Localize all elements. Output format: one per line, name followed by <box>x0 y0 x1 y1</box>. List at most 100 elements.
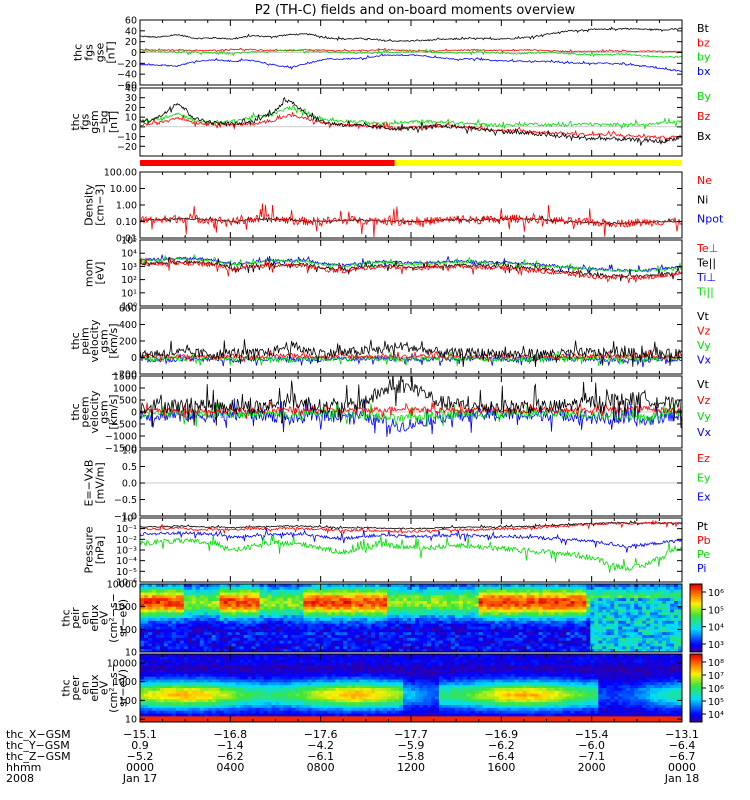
y-axis-label: E=−VxB <box>83 460 96 507</box>
orbit-cell: 0400 <box>216 761 244 774</box>
panel-electron-spec: 10⁸ 10⁷ 10⁶ 10⁵ 10⁴ 10000 1000 100 10 thcpeerenef… <box>60 653 724 726</box>
series-Ne-line <box>140 203 682 238</box>
orbit-cell: −6.4 <box>488 750 515 763</box>
orbit-cell: −4.2 <box>307 739 334 752</box>
series-Pe-line <box>140 532 682 573</box>
legend-entry: Vy <box>697 410 711 423</box>
y-tick-label: −20 <box>117 59 137 70</box>
y-tick-label: 10 <box>125 113 137 124</box>
y-tick-label: −60 <box>117 81 137 92</box>
y-tick-label: 10⁻¹ <box>116 524 137 535</box>
mode-status-bar <box>140 160 682 166</box>
orbit-row-label: thc_Y−GSM <box>6 739 70 752</box>
y-tick-label: 10 <box>125 648 137 659</box>
orbit-cell: −6.7 <box>669 750 696 763</box>
y-tick-label: 20 <box>125 37 137 48</box>
legend-entry: Pe <box>697 548 710 561</box>
y-tick-label: 40 <box>125 26 137 37</box>
y-axis-label: thc <box>69 113 82 130</box>
legend-entry: Te|| <box>696 257 716 270</box>
y-axis-label: [eV] <box>94 262 107 285</box>
orbit-cell: Jan 17 <box>122 772 157 785</box>
status-segment <box>394 160 682 166</box>
y-tick-label: 500 <box>119 396 137 407</box>
colorbar-tick-label: 10⁵ <box>708 697 724 708</box>
orbit-row-label: thc_X−GSM <box>6 728 71 741</box>
y-axis-label: thc <box>69 403 82 420</box>
y-tick-label: −40 <box>117 70 137 81</box>
y-tick-label: 10¹ <box>121 288 137 299</box>
y-tick-label: 10² <box>121 275 137 286</box>
legend-entry: Ne <box>697 174 712 187</box>
y-tick-label: 0 <box>131 48 137 59</box>
orbit-cell: 0000 <box>126 761 154 774</box>
y-axis-label: en <box>79 681 92 695</box>
y-axis-label: eV <box>98 680 111 695</box>
y-tick-label: −1500 <box>105 444 137 455</box>
y-axis-label: gsm <box>88 110 101 133</box>
orbit-cell: 2000 <box>578 761 606 774</box>
y-axis-label: thc <box>60 679 73 696</box>
y-tick-label: 10⁻³ <box>116 546 137 557</box>
y-tick-label: 100 <box>119 625 137 636</box>
y-tick-label: −10 <box>117 132 137 143</box>
orbit-row-label: thc_Z−GSM <box>6 750 71 763</box>
orbit-cell: 1200 <box>397 761 425 774</box>
legend-entry: Vx <box>697 426 712 439</box>
y-axis-label: eV <box>98 610 111 625</box>
y-axis-label: peim <box>79 327 92 355</box>
spectrogram-cells <box>140 584 682 652</box>
y-axis-label: sr−eV) <box>117 599 130 637</box>
y-axis-label: [cm−3] <box>94 184 107 226</box>
panel-e-vxb: Ez Ey Ex 1.0 0.5 0.0 −0.5 −1.0 E=−VxB[mV/m] <box>83 446 711 523</box>
legend-entry: Vy <box>697 339 711 352</box>
legend-entry: Pt <box>697 520 709 533</box>
y-tick-label: 10⁰ <box>121 514 137 525</box>
y-tick-label: 200 <box>119 337 137 348</box>
y-tick-label: 10⁵ <box>121 236 137 247</box>
series-Ni-line <box>140 215 682 228</box>
y-tick-label: 10⁻⁴ <box>116 556 137 567</box>
legend-entry: Ey <box>697 471 711 484</box>
y-tick-label: 0 <box>131 353 137 364</box>
y-axis-label: sr−eV) <box>117 669 130 707</box>
y-axis-label: fgs <box>83 44 96 61</box>
y-axis-label: Density <box>83 184 96 226</box>
orbit-cell: −6.2 <box>488 739 515 752</box>
orbit-cell: −5.2 <box>127 750 154 763</box>
orbit-cell: −6.4 <box>669 739 696 752</box>
y-tick-label: 600 <box>119 304 137 315</box>
y-tick-label: 1500 <box>113 372 137 383</box>
orbit-cell: 1600 <box>487 761 515 774</box>
orbit-cell: −16.8 <box>213 728 247 741</box>
panel-temperature: Te⊥ Te||Ti⊥ Ti|| 10⁵ 10⁴ 10³ 10² 10¹ 10⁰ mom[eV] <box>83 236 719 313</box>
y-tick-label: 30 <box>125 93 137 104</box>
y-axis-label: thc <box>72 44 85 61</box>
series-Vt-line <box>140 376 682 429</box>
y-tick-label: 1000 <box>113 602 137 613</box>
panel-stack: Btbzbybx6040200−20−40−60thcfgsgse[nT]ByB… <box>60 16 725 726</box>
orbit-cell: −16.9 <box>484 728 518 741</box>
colorbar-tick-label: 10⁶ <box>708 684 724 695</box>
y-tick-label: −500 <box>111 420 137 431</box>
series-bx-line <box>140 52 682 72</box>
legend-entry: Bz <box>697 110 711 123</box>
series-Vt-line <box>140 339 682 367</box>
y-axis-label: peem <box>79 396 92 427</box>
y-tick-label: 0 <box>131 122 137 133</box>
legend-entry: bz <box>697 36 710 49</box>
legend-entry: Vz <box>697 325 711 338</box>
colorbar: 10⁸ 10⁷ 10⁶ 10⁵ 10⁴ <box>689 653 724 723</box>
orbit-cell: −17.7 <box>394 728 428 741</box>
y-axis-label: thc <box>69 332 82 349</box>
y-tick-label: 0.01 <box>116 234 137 245</box>
legend-entry: Pb <box>697 534 711 547</box>
y-tick-label: 0.0 <box>122 479 137 490</box>
series-Pi-line <box>140 528 682 553</box>
colorbar-tick-label: 10⁷ <box>708 671 724 682</box>
orbit-row-label: hhmm <box>6 761 41 774</box>
y-tick-label: −0.5 <box>114 495 137 506</box>
